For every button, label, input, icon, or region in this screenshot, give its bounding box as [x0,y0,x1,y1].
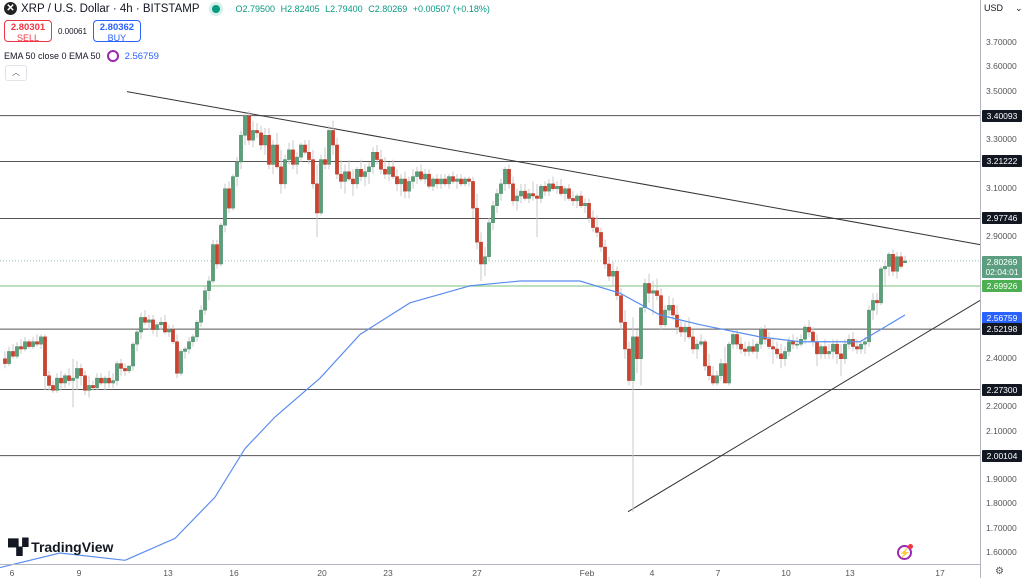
price-axis[interactable] [980,0,1024,578]
currency-selector[interactable]: USD ⌄ [984,3,1023,14]
close-value: C2.80269 [368,3,408,14]
buy-price: 2.80362 [99,22,135,33]
price-level-label: 2.27300 [982,383,1022,396]
bar-countdown: 02:04:01 [985,266,1019,277]
sell-price: 2.80301 [10,22,46,33]
tradingview-logo[interactable]: ▀▞ TradingView [8,538,113,556]
collapse-legend-button[interactable]: ︿ [5,65,27,81]
time-tick: 27 [472,568,482,578]
buy-button[interactable]: 2.80362 BUY [92,20,141,43]
price-tick: 2.40000 [986,352,1017,363]
trade-panel: 2.80301 SELL 0.00061 2.80362 BUY [4,20,141,43]
loading-spinner-icon [106,50,119,62]
time-tick: 4 [649,568,655,578]
time-axis[interactable] [0,564,980,579]
change-value: +0.00507 (+0.18%) [412,3,490,14]
time-tick: 16 [229,568,239,578]
price-tick: 1.60000 [986,547,1017,557]
open-value: O2.79500 [235,3,276,14]
price-tick: 1.90000 [986,474,1017,485]
symbol-header: ✕ XRP / U.S. Dollar · 4h · BITSTAMP O2.7… [4,2,493,15]
price-level-label: 3.40093 [982,109,1022,122]
price-tick: 3.30000 [986,134,1017,145]
price-tick: 2.20000 [986,401,1017,412]
price-tick: 3.60000 [986,61,1017,72]
indicator-value: 2.56759 [124,50,159,62]
price-level-label: 2.00104 [982,449,1022,462]
indicator-label: EMA 50 close 0 EMA 50 [4,51,101,61]
price-level-label: 2.52198 [982,323,1022,336]
x-circle-icon: ✕ [4,2,17,15]
time-tick: 9 [76,568,82,578]
chevron-up-icon: ︿ [12,68,20,77]
time-tick: 13 [163,568,173,578]
price-tick: 3.10000 [986,182,1017,193]
logo-text: TradingView [31,539,114,555]
low-value: L2.79400 [325,3,363,14]
time-tick: 17 [935,568,945,578]
time-tick: 23 [383,568,393,578]
price-tick: 3.70000 [986,37,1017,47]
price-tick: 2.90000 [986,231,1017,242]
buy-label: BUY [107,33,127,43]
price-tick: 1.70000 [986,522,1017,533]
sell-label: SELL [16,33,40,43]
price-level-label: 2.69926 [982,280,1022,293]
currency-label: USD [984,3,1004,13]
price-level-label: 3.21222 [982,155,1022,168]
settings-gear-icon[interactable]: ⚙ [995,566,1004,577]
symbol-title[interactable]: XRP / U.S. Dollar · 4h · BITSTAMP [21,2,200,15]
price-level-label: 2.56759 [982,312,1022,325]
price-level-label: 2.97746 [982,212,1022,225]
tv-logo-icon: ▀▞ [8,539,28,556]
price-tick: 3.50000 [986,85,1017,96]
sell-button[interactable]: 2.80301 SELL [4,20,52,43]
time-tick: 6 [9,568,15,578]
price-tick: 2.10000 [986,425,1017,436]
time-tick: Feb [579,568,595,578]
chevron-down-icon: ⌄ [1015,3,1023,13]
time-tick: 7 [715,568,721,578]
time-tick: 20 [317,568,327,578]
price-tick: 1.80000 [986,498,1017,509]
lightning-alert-icon[interactable]: ⚡ [897,544,913,560]
market-status-dot-icon [211,4,220,13]
indicator-legend[interactable]: EMA 50 close 0 EMA 50 2.56759 [4,50,159,62]
time-tick: 10 [781,568,791,578]
last-price: 2.80269 [986,256,1018,267]
spread-value: 0.00061 [58,26,87,36]
ohlc-values: O2.79500 H2.82405 L2.79400 C2.80269 +0.0… [236,4,493,14]
time-tick: 13 [845,568,855,578]
last-price-label: 2.80269 02:04:01 [982,255,1022,278]
high-value: H2.82405 [280,3,320,14]
